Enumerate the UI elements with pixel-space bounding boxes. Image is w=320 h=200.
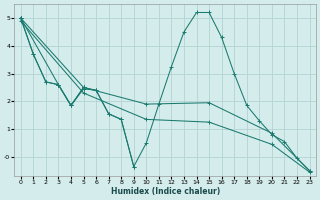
X-axis label: Humidex (Indice chaleur): Humidex (Indice chaleur) bbox=[110, 187, 220, 196]
